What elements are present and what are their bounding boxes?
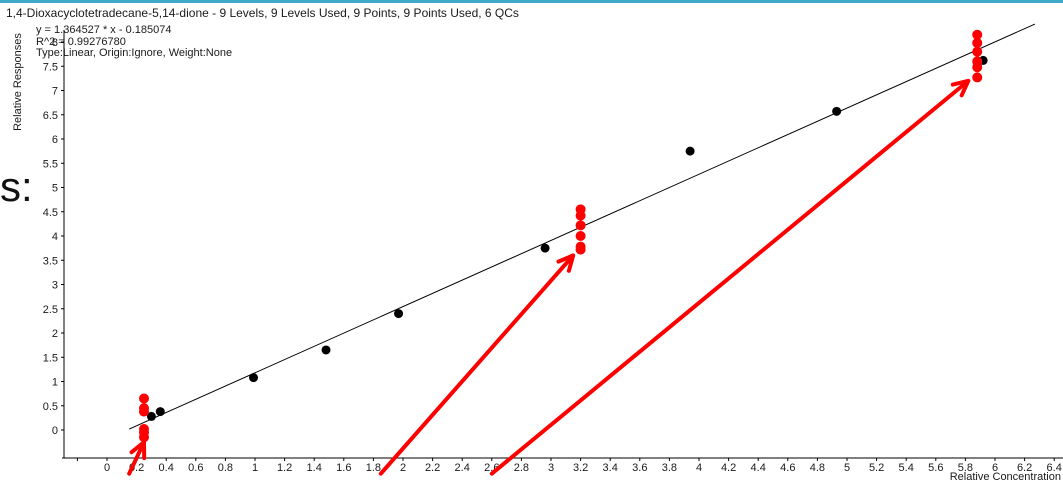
qc-point	[575, 231, 586, 241]
arrow-head	[556, 253, 576, 273]
window-top-border	[0, 0, 1063, 3]
qc-point	[139, 406, 149, 417]
x-axis-label: Relative Concentration	[949, 471, 1061, 483]
y-tick-label: 5.5	[43, 158, 58, 170]
points-group	[139, 29, 988, 443]
x-tick-label: 6.2	[1017, 462, 1032, 474]
calibration-info: y = 1.364527 * x - 0.185074 R^2 = 0.9927…	[36, 24, 233, 60]
x-tick-label: 4.6	[780, 462, 795, 474]
x-tick-label: 1.6	[336, 462, 351, 474]
x-tick-label: 1.4	[307, 462, 322, 474]
y-tick-label: 5	[52, 183, 58, 195]
y-tick-label: 1.5	[43, 352, 58, 364]
x-tick-label: 0.8	[218, 462, 233, 474]
qc-point	[972, 72, 983, 83]
x-tick-label: 2.8	[514, 462, 529, 474]
qc-point	[139, 432, 149, 443]
calibration-point	[249, 373, 259, 383]
y-tick-label: 6	[52, 134, 58, 146]
y-tick-label: 4.5	[43, 207, 58, 219]
calibration-point	[146, 411, 156, 421]
r-squared: R^2 = 0.99276780	[36, 35, 126, 48]
x-tick-label: 5.8	[958, 462, 973, 474]
x-tick-label: 3.4	[603, 462, 618, 474]
y-tick-label: 7	[52, 86, 58, 98]
x-tick-label: 0.4	[159, 462, 174, 474]
qc-point	[972, 29, 983, 40]
chart-title: 1,4-Dioxacyclotetradecane-5,14-dione - 9…	[6, 6, 519, 20]
x-tick-label: 3.6	[632, 462, 647, 474]
calibration-point	[155, 407, 165, 417]
x-tick-label: 3.2	[573, 462, 588, 474]
y-tick-label: 2.5	[43, 304, 58, 316]
x-tick-label: 1.8	[366, 462, 381, 474]
x-tick-label: 1.2	[277, 462, 292, 474]
y-tick-label: 6.5	[43, 110, 58, 122]
y-tick-label: 3.5	[43, 255, 58, 267]
x-tick-label: 6	[992, 462, 998, 474]
axes: 00.511.522.533.544.555.566.577.580 0.2 0.4…	[43, 29, 1063, 474]
y-tick-label: 0.5	[43, 401, 58, 413]
x-tick-label: 5.2	[869, 462, 884, 474]
calibration-point	[685, 146, 695, 156]
y-tick-label: 8	[52, 37, 58, 49]
y-tick-label: 3	[52, 280, 58, 292]
y-tick-label: 4	[52, 231, 58, 243]
qc-point	[575, 210, 586, 221]
qc-point	[972, 46, 983, 57]
qc-point	[972, 37, 983, 48]
y-tick-label: 0	[52, 425, 58, 437]
arrow-shaft	[378, 257, 572, 476]
calibration-point	[832, 106, 842, 116]
qc-point	[972, 62, 983, 73]
x-tick-label: 0	[104, 462, 110, 474]
y-tick-label: 1	[52, 377, 58, 389]
x-tick-label: 1	[252, 462, 258, 474]
regression-equation: y = 1.364527 * x - 0.185074	[36, 24, 172, 36]
arrow-head	[129, 440, 147, 461]
qc-point	[575, 244, 586, 255]
calibration-point	[540, 243, 550, 253]
y-tick-label: 7.5	[43, 61, 58, 73]
x-tick-label: 5.4	[899, 462, 914, 474]
x-tick-label: 2.2	[425, 462, 440, 474]
x-tick-label: 4.2	[721, 462, 736, 474]
y-tick-label: 2	[52, 328, 58, 340]
arrow-shaft	[127, 445, 144, 476]
x-tick-label: 2	[400, 462, 406, 474]
arrow-head	[950, 78, 971, 98]
x-tick-label: 0.6	[188, 462, 203, 474]
x-tick-label: 5.6	[928, 462, 943, 474]
x-tick-label: 5	[844, 462, 850, 474]
overlay-text-fragment: s:	[0, 163, 33, 210]
calibration-point	[321, 345, 331, 355]
arrow-shaft	[489, 82, 966, 476]
qc-point	[139, 393, 149, 404]
x-tick-label: 6.4	[1047, 462, 1062, 474]
x-tick-label: 2.4	[455, 462, 470, 474]
qc-point	[575, 220, 586, 231]
x-tick-label: 3	[548, 462, 554, 474]
x-tick-label: 4.8	[810, 462, 825, 474]
calibration-point	[394, 309, 404, 319]
fit-type: Type:Linear, Origin:Ignore, Weight:None	[36, 47, 233, 59]
x-tick-label: 4	[696, 462, 702, 474]
x-tick-label: 4.4	[751, 462, 766, 474]
x-tick-label: 3.8	[662, 462, 677, 474]
annotation-arrows	[127, 78, 971, 476]
